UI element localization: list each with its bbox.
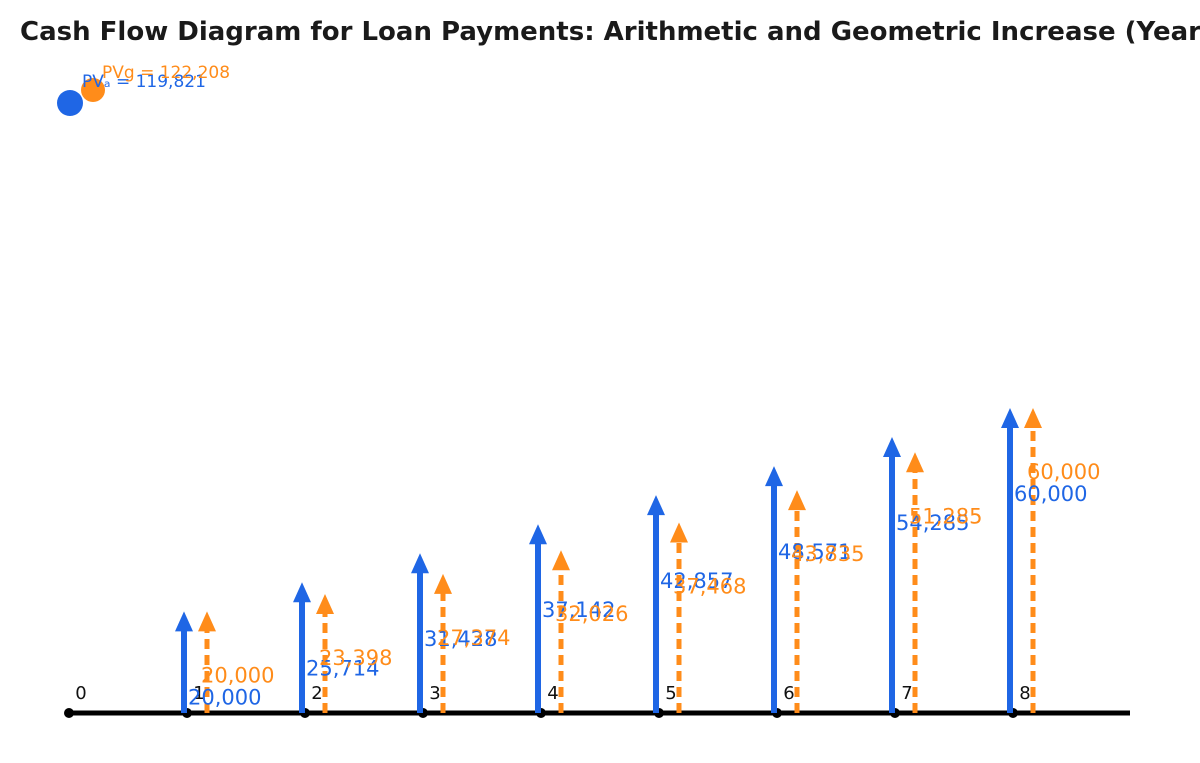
- arithmetic-value-label-7: 54,285: [896, 511, 969, 535]
- geometric-arrow-5: [670, 522, 688, 713]
- geometric-arrow-6: [788, 490, 806, 713]
- geometric-arrow-4: [552, 550, 570, 713]
- arithmetic-arrow-3: [411, 553, 429, 713]
- arithmetic-arrow-2: [293, 582, 311, 713]
- geometric-series: [198, 408, 1042, 713]
- period-label-0: 0: [75, 683, 86, 704]
- period-label-5: 5: [665, 683, 676, 704]
- arithmetic-arrow-4: [529, 524, 547, 713]
- period-label-1: 1: [193, 683, 204, 704]
- arithmetic-value-label-3: 31,428: [424, 627, 497, 651]
- pv-geometric-dot: [81, 78, 105, 102]
- arithmetic-arrow-1: [175, 611, 193, 713]
- arithmetic-value-label-4: 37,142: [542, 598, 615, 622]
- geometric-value-label-1: 20,000: [201, 663, 274, 687]
- present-values: PVₐ = 119,821 PVg = 122,208: [57, 63, 230, 116]
- period-label-2: 2: [311, 683, 322, 704]
- geometric-arrow-3: [434, 573, 452, 713]
- period-label-6: 6: [783, 683, 794, 704]
- geometric-arrow-7: [906, 452, 924, 713]
- period-tick-0: [64, 708, 74, 718]
- arithmetic-value-label-8: 60,000: [1014, 482, 1087, 506]
- arithmetic-value-label-6: 48,571: [778, 540, 851, 564]
- geometric-arrow-8: [1024, 408, 1042, 713]
- arithmetic-arrow-6: [765, 466, 783, 713]
- geometric-value-label-7: 51,285: [909, 504, 982, 528]
- geometric-value-label-6: 43,835: [791, 542, 864, 566]
- arithmetic-series: [175, 408, 1019, 713]
- geometric-value-label-8: 60,000: [1027, 460, 1100, 484]
- geometric-value-label-3: 27,374: [437, 626, 510, 650]
- arithmetic-arrow-5: [647, 495, 665, 713]
- geometric-value-label-2: 23,398: [319, 646, 392, 670]
- period-label-8: 8: [1019, 683, 1030, 704]
- pv-arithmetic-label: PVₐ = 119,821: [82, 72, 206, 92]
- period-label-7: 7: [901, 683, 912, 704]
- geometric-value-label-4: 32,026: [555, 602, 628, 626]
- arithmetic-value-label-2: 25,714: [306, 656, 379, 680]
- chart-title: Cash Flow Diagram for Loan Payments: Ari…: [20, 17, 1200, 47]
- geometric-arrow-1: [198, 611, 216, 713]
- arithmetic-value-label-1: 20,000: [188, 685, 261, 709]
- pv-arithmetic-dot: [57, 90, 83, 116]
- arithmetic-arrow-7: [883, 437, 901, 713]
- geometric-arrow-2: [316, 594, 334, 713]
- geometric-value-label-5: 37,468: [673, 575, 746, 599]
- value-labels: 20,000 25,714 31,428 37,142 42,857 48,571 54,2…: [188, 460, 1100, 709]
- arithmetic-value-label-5: 42,857: [660, 569, 733, 593]
- pv-geometric-label: PVg = 122,208: [102, 63, 230, 83]
- period-label-4: 4: [547, 683, 558, 704]
- period-label-3: 3: [429, 683, 440, 704]
- arithmetic-arrow-8: [1001, 408, 1019, 713]
